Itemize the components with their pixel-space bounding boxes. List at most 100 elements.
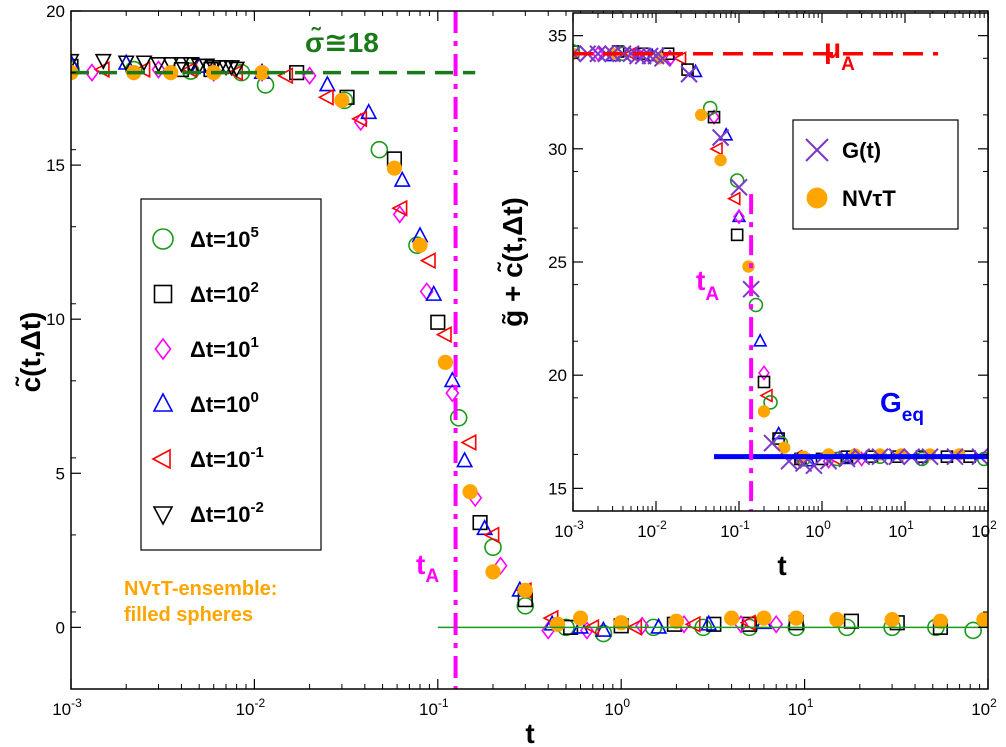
inset-x-axis-title: t [777,550,786,581]
main-xtick-base: 10 [236,700,255,719]
main-point [370,140,389,159]
main-xtick-label: 101 [788,696,814,719]
inset-ytick-label: 35 [548,27,567,46]
inset-overlays [573,51,988,511]
main-x-axis-title: t [525,718,534,747]
main-point [419,252,436,270]
main-point [228,61,246,78]
main-xtick-label: 10-2 [236,696,266,719]
inset-legend-marker-stroke-b [805,138,829,162]
inset-legend-marker [806,187,828,209]
main-xtick-exp: -2 [255,696,266,710]
inset-point-stroke-b [763,434,781,452]
main-legend-label: Δt=101 [190,334,259,362]
inset-legend-marker [805,138,829,162]
main-xtick-label: 10-1 [419,696,449,719]
main-legend-label-base: Δt=10 [190,282,250,307]
svg-text:tA: tA [416,549,439,587]
main-ytick-label: 0 [56,618,65,637]
main-point [668,613,685,629]
inset-point [709,141,723,156]
inset-xtick-exp: 0 [824,518,831,532]
svg-text:tA: tA [696,265,719,305]
mu-sub: A [841,54,855,75]
inset-xtick-exp: -1 [739,518,750,532]
inset-point-stroke-b [680,65,698,83]
main-point [462,484,478,500]
main-point [456,451,474,468]
main-point [594,620,612,637]
inset-xtick-label: 10-1 [720,518,750,541]
inset-ytick-label: 15 [548,479,567,498]
main-xtick-base: 10 [604,700,623,719]
inset-point-stroke-b [573,45,582,56]
inset-point [805,457,823,475]
main-point [756,610,772,626]
main-point [353,112,368,132]
inset-tA-sub: A [705,284,719,305]
inset-xtick-label: 101 [888,518,914,541]
main-point [571,617,590,634]
main-point [172,56,190,74]
inset-xtick-label: 100 [805,518,831,541]
main-tA-text: t [416,549,425,580]
inset-point [634,47,652,65]
inset-y-axis-title: g̃ + c̃(t,Δt) [497,197,528,327]
main-legend-label-exp: 1 [250,334,258,351]
main-point [964,621,982,640]
main-point [684,615,701,633]
main-point [318,75,336,92]
main-point [443,371,461,388]
main-xtick-base: 10 [788,700,807,719]
geq-text: G [880,387,902,418]
main-point [739,614,756,632]
main-point [317,88,334,106]
main-legend-marker [152,228,174,250]
main-point [769,614,784,634]
main-point [741,616,757,632]
inset-xtick-base: 10 [805,522,824,541]
main-point [393,170,411,187]
inset-legend-item: G(t) [805,138,881,163]
mu-text: μ [824,33,841,64]
main-point [222,60,241,77]
svg-text:Geq: Geq [880,387,924,426]
main-point [254,65,270,81]
main-xtick-exp: 1 [807,696,814,710]
main-overlays [71,11,988,689]
inset-tA-label: tA [696,265,719,305]
inset-legend: G(t) NVτT [792,119,959,230]
main-legend-marker [152,392,174,412]
geq-label: Geq [880,387,924,426]
main-point [71,53,80,71]
main-point [392,205,407,224]
main-point [485,564,501,580]
main-point [932,613,948,629]
main-xtick-label: 102 [971,696,997,719]
inset-point [731,208,747,223]
inset-point [628,47,647,65]
inset-xtick-label: 10-2 [637,518,667,541]
main-legend-item: Δt=101 [154,334,259,362]
main-point [976,612,988,628]
main-point [884,612,900,628]
main-point [162,56,180,74]
main-xtick-base: 10 [419,700,438,719]
inset-point [680,65,698,83]
main-point [430,314,446,330]
inset-point [772,432,785,445]
inset-point [729,173,745,188]
inset-point [757,405,771,418]
inset-legend-box [792,119,959,230]
main-point [94,53,112,71]
main-point [572,610,589,626]
inset-point [589,45,607,63]
inset-xtick-exp: -3 [573,518,584,532]
main-point [435,326,452,344]
inset-xtick-label: 10-3 [554,518,584,541]
